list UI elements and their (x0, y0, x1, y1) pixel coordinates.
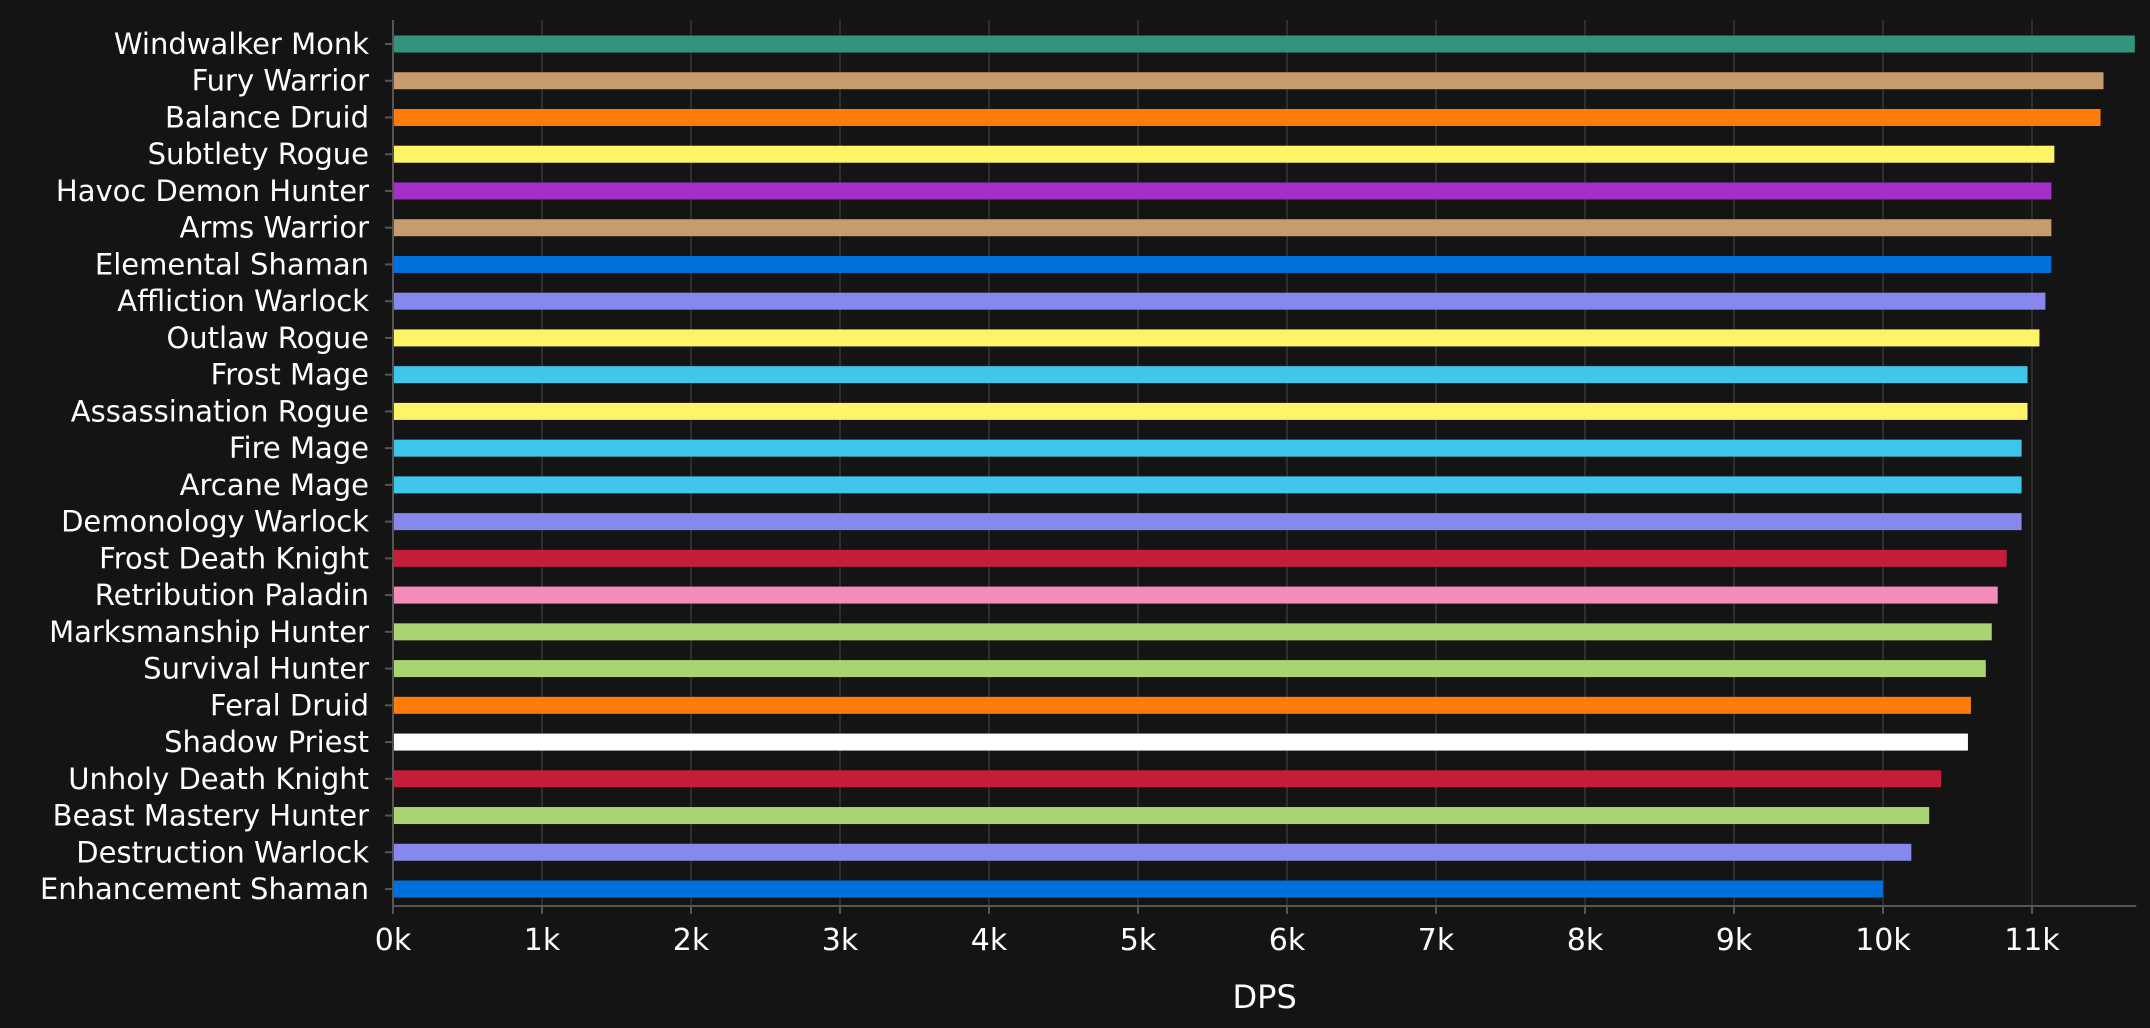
category-label: Shadow Priest (164, 725, 369, 759)
x-tick-label: 8k (1567, 923, 1604, 958)
grid-lines (541, 20, 2033, 906)
category-label: Subtlety Rogue (148, 137, 369, 171)
category-label: Havoc Demon Hunter (56, 174, 369, 208)
axes (392, 20, 2137, 907)
bar (393, 145, 2055, 163)
bar (393, 880, 1883, 898)
category-label: Frost Death Knight (99, 541, 369, 575)
category-label: Arcane Mage (180, 468, 369, 502)
category-label: Demonology Warlock (61, 505, 369, 539)
bar (393, 329, 2040, 347)
bar (393, 255, 2052, 273)
category-label: Windwalker Monk (114, 27, 369, 61)
bar (393, 549, 2007, 567)
x-tick-label: 3k (822, 923, 859, 958)
bar (393, 72, 2104, 90)
category-label: Beast Mastery Hunter (53, 799, 369, 833)
category-label: Outlaw Rogue (166, 321, 369, 355)
bar (393, 108, 2101, 126)
bar (393, 696, 1971, 714)
x-tick-label: 1k (524, 923, 561, 958)
bar (393, 513, 2022, 531)
bar (393, 219, 2052, 237)
category-label: Destruction Warlock (76, 835, 369, 869)
x-tick-label: 5k (1120, 923, 1157, 958)
bar (393, 292, 2046, 310)
bar (393, 366, 2028, 384)
bar (393, 660, 1986, 678)
bar (393, 476, 2022, 494)
x-tick-label: 10k (1855, 923, 1911, 958)
x-tick-label: 7k (1418, 923, 1455, 958)
x-tick-label: 2k (673, 923, 710, 958)
bar (393, 770, 1942, 788)
category-label: Frost Mage (211, 358, 369, 392)
x-tick-label: 0k (375, 923, 412, 958)
category-label: Assassination Rogue (71, 394, 369, 428)
bar (393, 733, 1968, 751)
category-label: Unholy Death Knight (68, 762, 369, 796)
bar (393, 843, 1912, 861)
category-label: Fury Warrior (192, 64, 370, 98)
bar (393, 623, 1992, 641)
category-label: Balance Druid (165, 100, 369, 134)
bar (393, 807, 1930, 825)
category-label: Marksmanship Hunter (49, 615, 369, 649)
category-label: Survival Hunter (143, 652, 369, 686)
bars (393, 35, 2135, 898)
bar (393, 35, 2135, 53)
x-tick-label: 9k (1716, 923, 1753, 958)
category-label: Fire Mage (229, 431, 369, 465)
bar (393, 402, 2028, 420)
category-label: Enhancement Shaman (40, 872, 369, 906)
x-tick-labels: 0k 1k 2k 3k 4k 5k 6k 7k 8k 9k 10k 11k (375, 906, 2060, 958)
x-tick-label: 6k (1269, 923, 1306, 958)
bar (393, 439, 2022, 457)
category-label: Retribution Paladin (95, 578, 369, 612)
category-label: Elemental Shaman (95, 247, 369, 281)
category-label: Affliction Warlock (117, 284, 369, 318)
bar (393, 586, 1998, 604)
x-axis-title: DPS (1233, 978, 1297, 1016)
category-label: Arms Warrior (180, 211, 370, 245)
x-tick-label: 4k (971, 923, 1008, 958)
category-label: Feral Druid (210, 688, 369, 722)
x-tick-label: 11k (2004, 923, 2060, 958)
bar (393, 182, 2052, 200)
